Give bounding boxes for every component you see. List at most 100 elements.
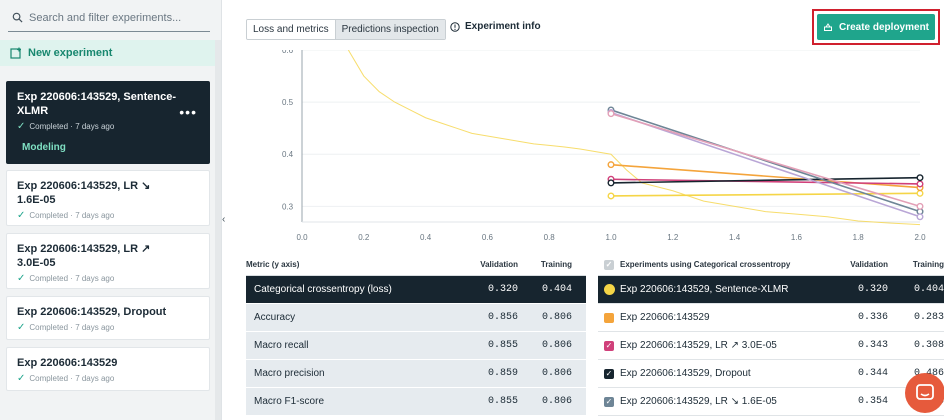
x-tick-label: 0.4 bbox=[420, 233, 432, 242]
x-tick-label: 0.2 bbox=[358, 233, 370, 242]
metric-name: Categorical crossentropy (loss) bbox=[254, 284, 392, 295]
x-tick-label: 0.8 bbox=[544, 233, 556, 242]
main-panel: Loss and metrics Predictions inspection … bbox=[232, 0, 944, 420]
experiment-card[interactable]: Exp 220606:143529, Sentence-XLMR ✓ Comple… bbox=[6, 81, 210, 164]
experiment-training: 0.283 bbox=[913, 312, 944, 323]
search-bar[interactable] bbox=[8, 4, 210, 32]
experiment-training: 0.404 bbox=[913, 284, 944, 295]
series-checkbox[interactable] bbox=[604, 312, 614, 323]
info-icon bbox=[450, 21, 460, 32]
metric-name: Macro F1-score bbox=[254, 396, 325, 407]
experiment-row[interactable]: Exp 220606:143529, Sentence-XLMR 0.320 0… bbox=[598, 276, 944, 304]
series-point bbox=[916, 213, 924, 221]
metric-row[interactable]: Macro precision 0.859 0.806 bbox=[246, 360, 586, 388]
check-icon: ✓ bbox=[17, 121, 26, 132]
series-line bbox=[610, 192, 921, 197]
metric-row[interactable]: Macro recall 0.855 0.806 bbox=[246, 332, 586, 360]
experiment-name: Exp 220606:143529, Sentence-XLMR bbox=[620, 284, 789, 295]
check-icon: ✓ bbox=[17, 210, 26, 221]
sidebar-scrollbar[interactable] bbox=[215, 40, 221, 420]
experiments-header: Experiments using Categorical crossentro… bbox=[620, 260, 791, 269]
series-point bbox=[607, 192, 615, 200]
metric-row[interactable]: Accuracy 0.856 0.806 bbox=[246, 304, 586, 332]
experiment-status: Completed · 7 days ago bbox=[29, 323, 115, 332]
metric-training: 0.806 bbox=[541, 368, 572, 379]
experiment-row[interactable]: ✓ Exp 220606:143529, LR ↘ 1.6E-05 0.354 … bbox=[598, 388, 944, 416]
chat-icon bbox=[916, 384, 934, 400]
series-point bbox=[916, 202, 924, 210]
y-tick-label: 0.3 bbox=[282, 202, 294, 211]
metric-name: Macro precision bbox=[254, 368, 325, 379]
series-point bbox=[607, 179, 615, 187]
check-icon: ✓ bbox=[17, 322, 26, 333]
metric-validation: 0.859 bbox=[487, 368, 518, 379]
x-tick-label: 1.4 bbox=[729, 233, 741, 242]
chat-support-button[interactable] bbox=[905, 373, 944, 413]
collapse-sidebar-icon[interactable]: ‹ bbox=[222, 214, 226, 225]
metric-row[interactable]: Categorical crossentropy (loss) 0.320 0.… bbox=[246, 276, 586, 304]
experiment-row[interactable]: ✓ Exp 220606:143529, Dropout 0.344 0.486 bbox=[598, 360, 944, 388]
x-tick-label: 1.2 bbox=[667, 233, 679, 242]
check-icon: ✓ bbox=[17, 373, 26, 384]
x-tick-label: 1.8 bbox=[853, 233, 865, 242]
series-point bbox=[916, 189, 924, 197]
loss-chart: 0.6 0.5 0.4 0.3 0.0 0.2 0.4 0.6 0.8 1.0 1.2 1.4 1.6 1… bbox=[282, 50, 926, 242]
experiment-status: Completed · 7 days ago bbox=[29, 122, 115, 131]
experiment-card[interactable]: Exp 220606:143529, LR ↘ 1.6E-05 ✓ Complet… bbox=[6, 170, 210, 226]
create-deployment-button[interactable]: Create deployment bbox=[817, 14, 935, 40]
experiment-card[interactable]: Exp 220606:143529, LR ↗ 3.0E-05 ✓ Complet… bbox=[6, 233, 210, 289]
experiment-card[interactable]: Exp 220606:143529 ✓ Completed · 7 days ag… bbox=[6, 347, 210, 391]
experiment-row[interactable]: Exp 220606:143529 0.336 0.283 bbox=[598, 304, 944, 332]
experiment-validation: 0.336 bbox=[857, 312, 888, 323]
metric-validation: 0.855 bbox=[487, 340, 518, 351]
metric-header: Metric (y axis) bbox=[246, 260, 300, 269]
series-checkbox[interactable]: ✓ bbox=[604, 396, 614, 407]
search-input[interactable] bbox=[29, 11, 209, 24]
experiments-table-header: ✓ Experiments using Categorical crossent… bbox=[598, 254, 944, 276]
x-tick-label: 0.0 bbox=[296, 233, 308, 242]
select-all-checkbox[interactable]: ✓ bbox=[604, 259, 614, 270]
series-checkbox[interactable]: ✓ bbox=[604, 340, 614, 351]
more-options-icon[interactable]: ••• bbox=[179, 104, 197, 120]
metric-training: 0.806 bbox=[541, 340, 572, 351]
tab-predictions-inspection[interactable]: Predictions inspection bbox=[335, 20, 445, 39]
metric-training: 0.404 bbox=[541, 284, 572, 295]
experiment-name: Exp 220606:143529, Dropout bbox=[620, 368, 751, 379]
experiment-title: Exp 220606:143529, LR ↗ 3.0E-05 bbox=[17, 243, 151, 269]
experiment-title: Exp 220606:143529 bbox=[17, 357, 118, 369]
metric-validation: 0.856 bbox=[487, 312, 518, 323]
y-tick-label: 0.5 bbox=[282, 98, 294, 107]
metrics-table: Metric (y axis) Validation Training Cate… bbox=[246, 254, 586, 416]
tab-loss-and-metrics[interactable]: Loss and metrics bbox=[247, 20, 336, 39]
series-line bbox=[610, 176, 921, 184]
series-line bbox=[610, 112, 921, 208]
create-deployment-label: Create deployment bbox=[838, 21, 930, 33]
new-experiment-label: New experiment bbox=[28, 47, 113, 59]
series-checkbox[interactable]: ✓ bbox=[604, 368, 614, 379]
series-color-dot[interactable] bbox=[603, 284, 615, 295]
deployment-icon bbox=[823, 23, 832, 31]
training-header: Training bbox=[540, 260, 572, 269]
experiment-row[interactable]: ✓ Exp 220606:143529, LR ↗ 3.0E-05 0.343 … bbox=[598, 332, 944, 360]
series-point bbox=[916, 174, 924, 182]
view-tabs: Loss and metrics Predictions inspection bbox=[246, 19, 446, 40]
experiment-info-label: Experiment info bbox=[465, 21, 541, 32]
metric-training: 0.806 bbox=[541, 312, 572, 323]
metric-training: 0.806 bbox=[541, 396, 572, 407]
experiment-name: Exp 220606:143529, LR ↗ 3.0E-05 bbox=[620, 340, 777, 351]
modeling-tag[interactable]: Modeling bbox=[22, 142, 66, 153]
metric-validation: 0.320 bbox=[487, 284, 518, 295]
x-tick-label: 2.0 bbox=[914, 233, 926, 242]
check-icon: ✓ bbox=[17, 273, 26, 284]
y-tick-label: 0.6 bbox=[282, 50, 294, 55]
experiment-info-button[interactable]: Experiment info bbox=[450, 21, 541, 32]
experiment-card[interactable]: Exp 220606:143529, Dropout ✓ Completed · … bbox=[6, 296, 210, 340]
new-experiment-button[interactable]: New experiment bbox=[0, 40, 215, 66]
search-icon bbox=[12, 12, 23, 23]
series-line bbox=[610, 163, 921, 189]
experiments-table: ✓ Experiments using Categorical crossent… bbox=[598, 254, 944, 416]
validation-header: Validation bbox=[480, 260, 518, 269]
experiment-validation: 0.320 bbox=[857, 284, 888, 295]
metric-row[interactable]: Macro F1-score 0.855 0.806 bbox=[246, 388, 586, 416]
series-point bbox=[607, 110, 615, 118]
